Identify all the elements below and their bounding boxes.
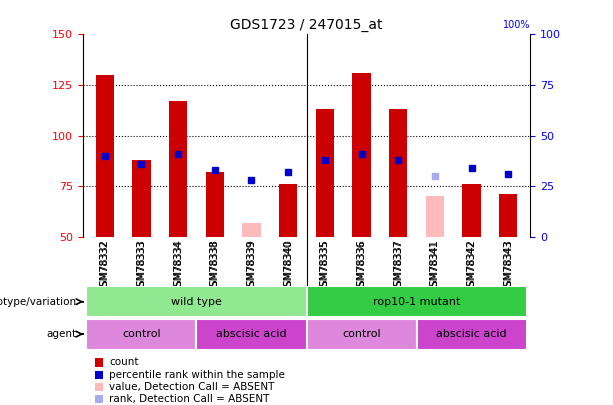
Text: count: count <box>109 358 139 367</box>
Text: 100%: 100% <box>503 20 530 30</box>
Bar <box>96 75 114 237</box>
Text: rank, Detection Call = ABSENT: rank, Detection Call = ABSENT <box>109 394 270 404</box>
Bar <box>169 101 188 237</box>
Bar <box>86 319 196 350</box>
Text: GSM78333: GSM78333 <box>137 239 147 292</box>
Text: abscisic acid: abscisic acid <box>216 329 287 339</box>
Bar <box>425 196 444 237</box>
Text: GSM78341: GSM78341 <box>430 239 440 292</box>
Text: control: control <box>342 329 381 339</box>
Text: GSM78342: GSM78342 <box>466 239 476 292</box>
Text: GSM78337: GSM78337 <box>393 239 403 292</box>
Text: value, Detection Call = ABSENT: value, Detection Call = ABSENT <box>109 382 275 392</box>
Bar <box>389 109 408 237</box>
Bar <box>306 319 417 350</box>
Bar <box>86 286 306 317</box>
Text: GSM78343: GSM78343 <box>503 239 513 292</box>
Text: control: control <box>122 329 161 339</box>
Bar <box>279 184 297 237</box>
Bar <box>196 319 306 350</box>
Bar <box>132 160 151 237</box>
Text: GSM78339: GSM78339 <box>246 239 256 292</box>
Text: GSM78338: GSM78338 <box>210 239 220 292</box>
Text: agent: agent <box>47 329 77 339</box>
Bar <box>462 184 481 237</box>
Text: percentile rank within the sample: percentile rank within the sample <box>109 370 285 379</box>
Bar <box>306 286 527 317</box>
Text: GSM78335: GSM78335 <box>320 239 330 292</box>
Text: rop10-1 mutant: rop10-1 mutant <box>373 297 460 307</box>
Bar <box>242 223 261 237</box>
Bar <box>316 109 334 237</box>
Text: wild type: wild type <box>171 297 222 307</box>
Text: genotype/variation: genotype/variation <box>0 297 77 307</box>
Text: GSM78340: GSM78340 <box>283 239 293 292</box>
Text: GSM78336: GSM78336 <box>357 239 367 292</box>
Bar <box>205 172 224 237</box>
Text: abscisic acid: abscisic acid <box>436 329 507 339</box>
Text: GSM78334: GSM78334 <box>173 239 183 292</box>
Bar <box>417 319 527 350</box>
Bar <box>499 194 517 237</box>
Text: GSM78332: GSM78332 <box>100 239 110 292</box>
Title: GDS1723 / 247015_at: GDS1723 / 247015_at <box>230 18 383 32</box>
Bar <box>352 73 371 237</box>
